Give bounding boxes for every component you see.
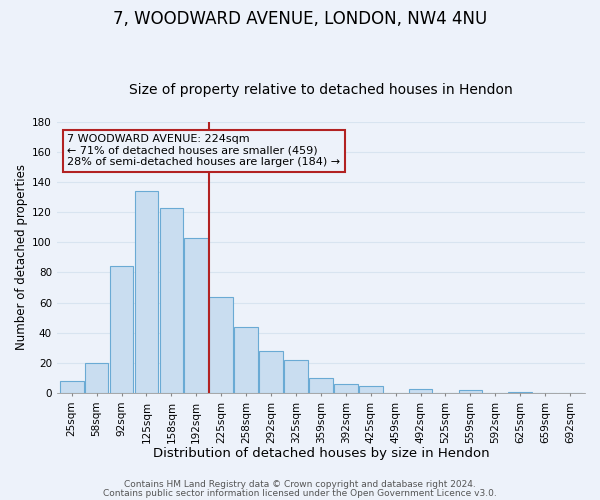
Bar — [134, 191, 158, 393]
Text: 7 WOODWARD AVENUE: 224sqm
← 71% of detached houses are smaller (459)
28% of semi: 7 WOODWARD AVENUE: 224sqm ← 71% of detac… — [67, 134, 340, 167]
Bar — [508, 392, 532, 393]
Bar — [409, 388, 433, 393]
Bar — [184, 238, 208, 393]
Text: Contains HM Land Registry data © Crown copyright and database right 2024.: Contains HM Land Registry data © Crown c… — [124, 480, 476, 489]
Bar — [110, 266, 133, 393]
Bar — [160, 208, 183, 393]
Bar — [85, 363, 109, 393]
Text: 7, WOODWARD AVENUE, LONDON, NW4 4NU: 7, WOODWARD AVENUE, LONDON, NW4 4NU — [113, 10, 487, 28]
Bar — [60, 381, 83, 393]
Bar — [209, 296, 233, 393]
X-axis label: Distribution of detached houses by size in Hendon: Distribution of detached houses by size … — [152, 447, 489, 460]
Bar — [309, 378, 333, 393]
Bar — [334, 384, 358, 393]
Bar — [259, 351, 283, 393]
Y-axis label: Number of detached properties: Number of detached properties — [15, 164, 28, 350]
Title: Size of property relative to detached houses in Hendon: Size of property relative to detached ho… — [129, 83, 513, 97]
Text: Contains public sector information licensed under the Open Government Licence v3: Contains public sector information licen… — [103, 488, 497, 498]
Bar — [284, 360, 308, 393]
Bar — [235, 327, 258, 393]
Bar — [359, 386, 383, 393]
Bar — [458, 390, 482, 393]
